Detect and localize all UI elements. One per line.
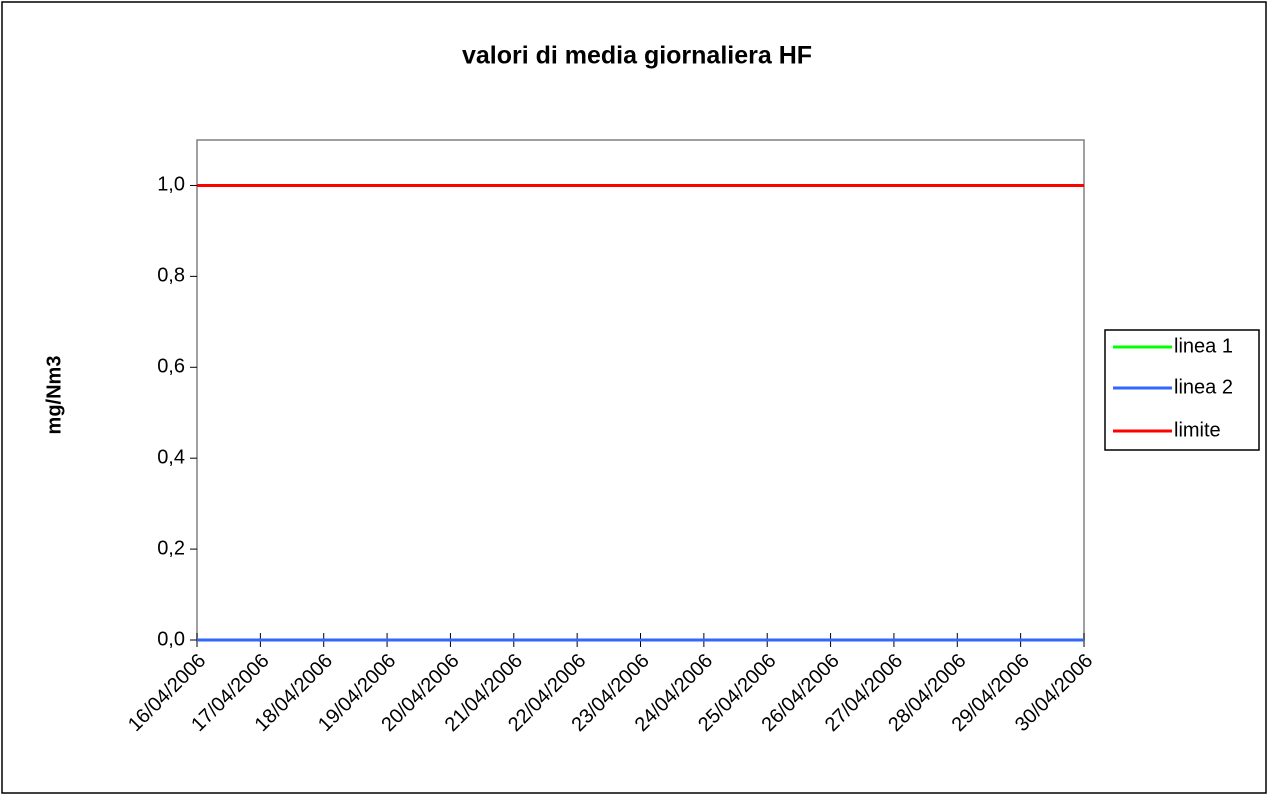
y-axis-label: mg/Nm3 — [43, 356, 65, 435]
legend-label: linea 2 — [1174, 376, 1233, 398]
y-tick-label: 0,0 — [157, 628, 185, 650]
y-tick-label: 0,2 — [157, 537, 185, 559]
legend-label: linea 1 — [1174, 335, 1233, 357]
legend-label: limite — [1174, 419, 1221, 441]
y-tick-label: 0,4 — [157, 446, 185, 468]
y-tick-label: 1,0 — [157, 174, 185, 196]
chart-title: valori di media giornaliera HF — [462, 42, 812, 70]
y-tick-label: 0,6 — [157, 356, 185, 378]
y-tick-label: 0,8 — [157, 265, 185, 287]
